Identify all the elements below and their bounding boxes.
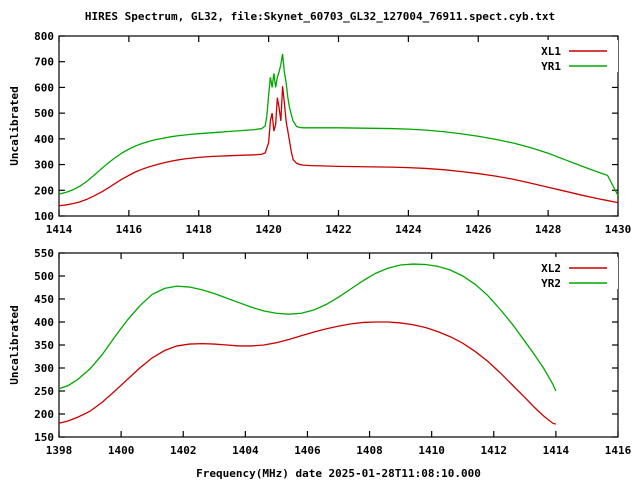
x-tick-label-top: 1420 [255,223,282,236]
x-tick-label-top: 1416 [116,223,143,236]
y-tick-label-bottom: 550 [34,247,54,260]
x-axis-label: Frequency(MHz) date 2025-01-28T11:08:10.… [196,467,481,480]
x-tick-label-bottom: 1412 [481,444,508,457]
y-tick-label-bottom: 200 [34,408,54,421]
y-tick-label-top: 400 [34,133,54,146]
x-tick-label-bottom: 1408 [356,444,383,457]
y-tick-label-top: 500 [34,107,54,120]
x-tick-label-top: 1414 [46,223,73,236]
y-tick-label-bottom: 450 [34,293,54,306]
x-tick-label-bottom: 1416 [605,444,632,457]
x-tick-label-bottom: 1404 [232,444,259,457]
y-tick-label-bottom: 500 [34,270,54,283]
legend-label-yr2: YR2 [541,277,561,290]
y-axis-label-bottom: Uncalibrated [8,305,21,384]
y-tick-label-top: 200 [34,184,54,197]
x-tick-label-top: 1426 [465,223,492,236]
x-tick-label-bottom: 1402 [170,444,197,457]
y-tick-label-top: 800 [34,30,54,43]
y-tick-label-bottom: 350 [34,339,54,352]
y-tick-label-top: 300 [34,159,54,172]
x-tick-label-bottom: 1406 [294,444,321,457]
page-title: HIRES Spectrum, GL32, file:Skynet_60703_… [84,10,556,23]
legend-label-yr1: YR1 [541,60,561,73]
series-line-yr1 [58,53,619,196]
x-tick-label-top: 1424 [395,223,422,236]
x-tick-label-bottom: 1400 [108,444,135,457]
y-tick-label-top: 700 [34,56,54,69]
x-tick-label-top: 1430 [605,223,632,236]
x-tick-label-bottom: 1410 [418,444,445,457]
legend-label-xl2: XL2 [541,262,561,275]
y-tick-label-bottom: 150 [34,431,54,444]
series-line-yr2 [58,263,557,392]
x-tick-label-top: 1422 [325,223,352,236]
y-tick-label-bottom: 250 [34,385,54,398]
y-tick-label-bottom: 300 [34,362,54,375]
x-tick-label-bottom: 1414 [543,444,570,457]
series-line-xl1 [58,86,619,207]
series-line-xl2 [58,321,557,425]
y-axis-label-top: Uncalibrated [8,86,21,165]
legend-label-xl1: XL1 [541,45,561,58]
x-tick-label-top: 1418 [186,223,213,236]
x-tick-label-top: 1428 [535,223,562,236]
y-tick-label-top: 600 [34,81,54,94]
y-tick-label-bottom: 400 [34,316,54,329]
x-tick-label-bottom: 1398 [46,444,73,457]
y-tick-label-top: 100 [34,210,54,223]
